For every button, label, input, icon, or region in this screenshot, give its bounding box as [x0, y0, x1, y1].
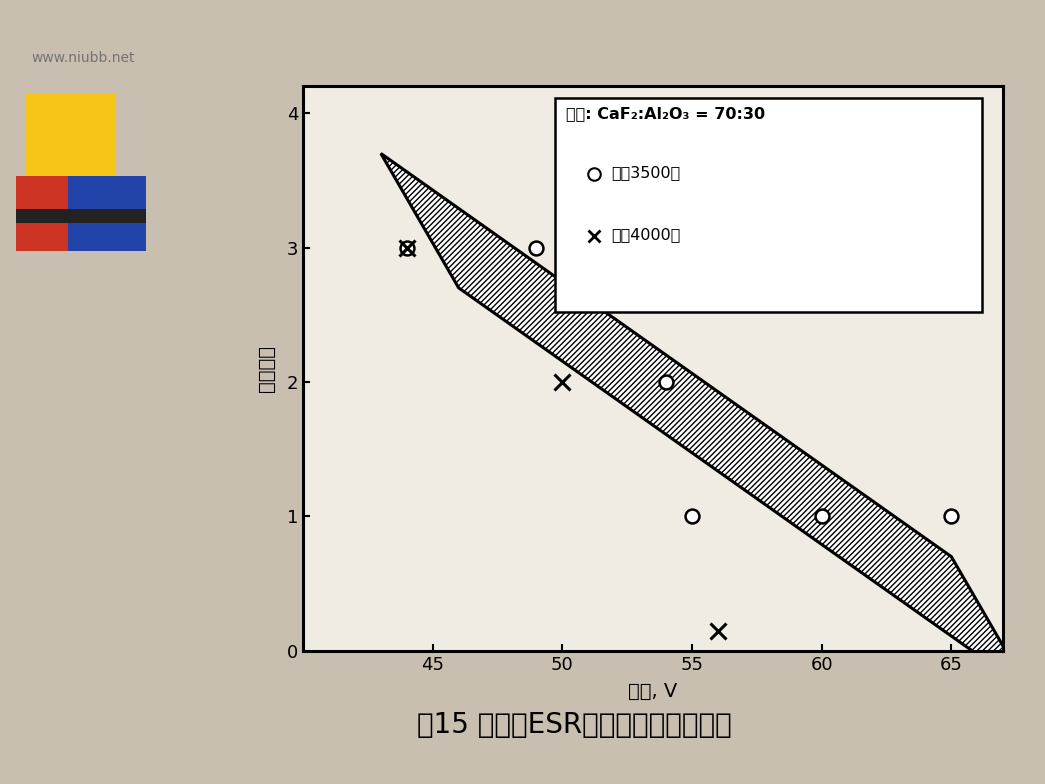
X-axis label: 电压, V: 电压, V	[628, 682, 678, 701]
Y-axis label: 表面级别: 表面级别	[257, 345, 276, 392]
Text: 电流3500安: 电流3500安	[611, 165, 680, 180]
FancyBboxPatch shape	[555, 97, 982, 312]
Polygon shape	[380, 154, 1029, 691]
Text: 图15 电压对ESR钢锭表面质量的影响: 图15 电压对ESR钢锭表面质量的影响	[417, 711, 733, 739]
Text: 电流4000安: 电流4000安	[611, 227, 680, 242]
Text: www.niubb.net: www.niubb.net	[31, 51, 135, 65]
Text: 渣系: CaF₂:Al₂O₃ = 70:30: 渣系: CaF₂:Al₂O₃ = 70:30	[565, 106, 765, 121]
